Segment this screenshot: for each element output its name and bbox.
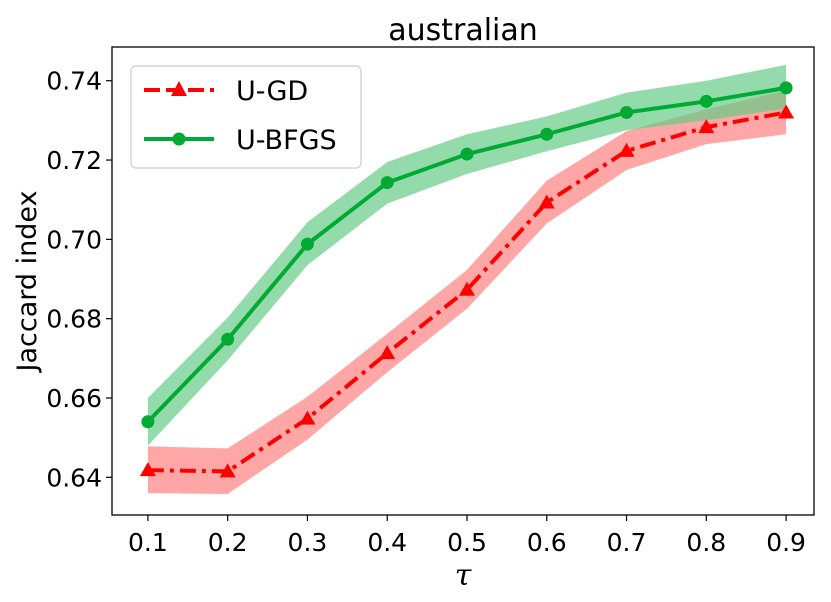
x-tick-label: 0.1 [128,528,168,557]
data-point-u-gd [379,345,396,360]
data-point-u-bfgs [779,81,793,95]
legend-marker-u-gd [171,81,187,96]
data-point-u-gd [139,462,156,477]
y-tick-label: 0.72 [46,146,102,175]
data-point-u-bfgs [380,176,394,190]
data-point-u-bfgs [699,94,713,108]
chart-title: australian [388,13,538,48]
plot-frame [111,46,815,516]
data-point-u-gd [219,463,236,478]
y-tick-label: 0.74 [46,67,102,96]
series-line-u-gd [147,110,787,474]
legend-label-u-gd: U-GD [236,76,308,107]
legend-entry-u-bfgs: U-BFGS [144,125,337,156]
x-tick-label: 0.3 [288,528,328,557]
x-tick-label: 0.6 [527,528,567,557]
data-point-u-gd [618,142,635,157]
legend-marker-u-bfgs [172,132,186,146]
data-point-u-bfgs [460,147,474,161]
y-tick-label: 0.68 [46,305,102,334]
data-point-u-gd [778,104,795,119]
data-point-u-bfgs [540,127,554,141]
y-tick-label: 0.64 [46,463,102,492]
y-axis-label: Jaccard index [12,191,43,374]
x-tick-label: 0.8 [686,528,726,557]
confidence-band-u-bfgs [147,64,787,446]
data-point-u-bfgs [221,332,235,346]
legend: U-GD U-BFGS [130,65,362,169]
legend-label-u-bfgs: U-BFGS [236,125,337,156]
plot-area [139,64,795,494]
x-axis: 0.1 0.2 0.3 0.4 0.5 0.6 0.7 0.8 0.9 [128,515,806,557]
x-axis-label: τ [455,558,472,593]
y-axis: 0.64 0.66 0.68 0.70 0.72 0.74 [46,67,112,492]
x-tick-label: 0.4 [367,528,407,557]
x-tick-label: 0.9 [766,528,806,557]
legend-entry-u-gd: U-GD [144,76,308,107]
data-point-u-gd [698,119,715,134]
x-tick-label: 0.5 [447,528,487,557]
data-point-u-bfgs [300,237,314,251]
y-tick-label: 0.70 [46,225,102,254]
data-point-u-gd [299,410,316,425]
data-point-u-bfgs [141,415,155,429]
y-tick-label: 0.66 [46,384,102,413]
data-point-u-gd [458,281,475,296]
x-tick-label: 0.2 [208,528,248,557]
data-point-u-bfgs [620,105,634,119]
x-tick-label: 0.7 [607,528,647,557]
data-point-u-gd [538,194,555,209]
